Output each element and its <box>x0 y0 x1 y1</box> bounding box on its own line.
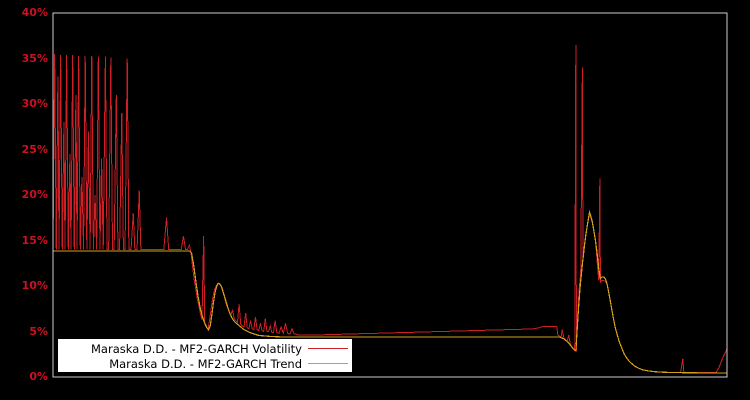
plot-border <box>52 12 728 378</box>
y-axis-tick-label: 5% <box>29 324 48 338</box>
y-axis-tick-labels: 0% 5% 10% 15% 20% 25% 30% 35% 40% <box>0 0 48 400</box>
y-axis-tick-label: 10% <box>21 279 48 292</box>
y-axis-tick-label: 0% <box>29 370 48 383</box>
y-axis-tick-label: 40% <box>21 6 48 19</box>
y-axis-tick-label: 15% <box>21 233 48 247</box>
legend-entry-volatility: Maraska D.D. - MF2-GARCH Volatility <box>62 341 348 356</box>
plot-background <box>53 13 727 377</box>
legend-entry-trend: Maraska D.D. - MF2-GARCH Trend <box>62 356 348 371</box>
series-layer <box>52 44 728 374</box>
legend-label-volatility: Maraska D.D. - MF2-GARCH Volatility <box>91 341 302 356</box>
legend-swatch-trend <box>308 363 348 364</box>
series-line-trend <box>53 210 727 374</box>
y-axis-tick-label: 35% <box>21 51 48 65</box>
legend-label-trend: Maraska D.D. - MF2-GARCH Trend <box>109 356 302 371</box>
series-line-volatility <box>52 44 728 373</box>
legend-swatch-volatility <box>308 348 348 349</box>
y-axis-tick-label: 20% <box>21 188 48 201</box>
y-axis-tick-label: 25% <box>21 142 48 156</box>
chart-legend: Maraska D.D. - MF2-GARCH Volatility Mara… <box>57 338 353 373</box>
y-axis-tick-label: 30% <box>21 97 48 110</box>
